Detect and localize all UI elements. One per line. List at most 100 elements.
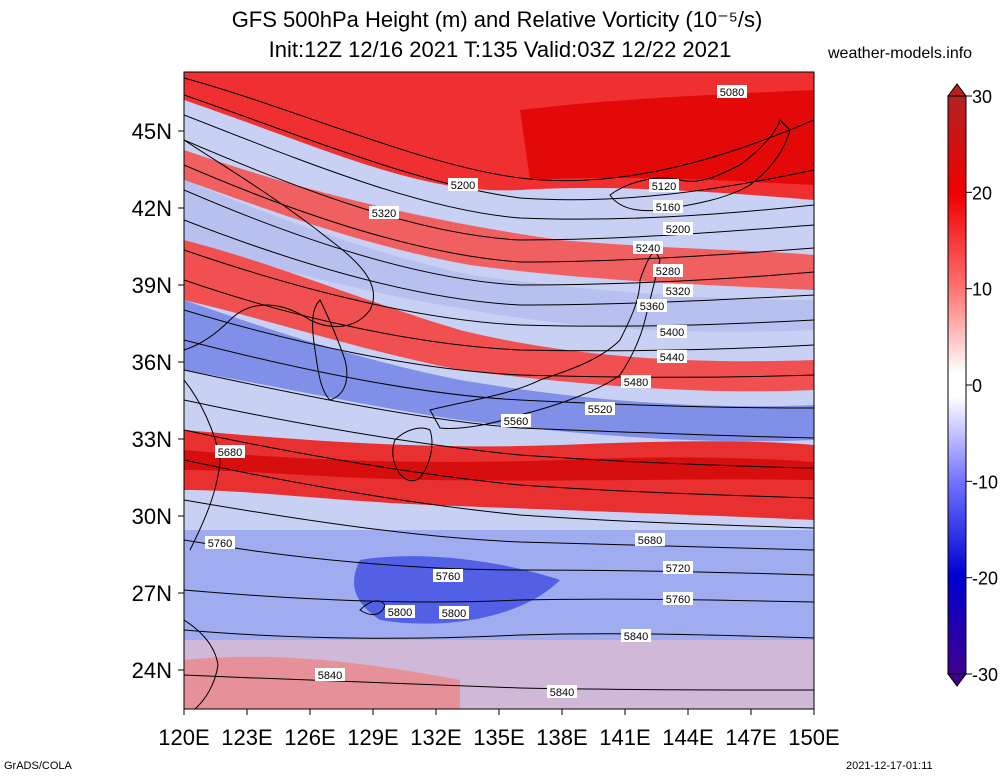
contour-label: 5760: [663, 592, 693, 606]
contour-label: 5280: [653, 264, 683, 278]
contour-label-text: 5840: [624, 631, 648, 643]
y-tick-label: 45N: [132, 119, 172, 144]
site-credit: weather-models.info: [828, 45, 973, 62]
contour-label: 5080: [717, 85, 747, 99]
contour-label-bg: [433, 569, 463, 582]
x-tick-label: 120E: [158, 725, 209, 750]
contour-label-text: 5160: [656, 202, 680, 214]
contour-label-text: 5320: [372, 208, 396, 220]
colorbar-gradient: [947, 95, 967, 675]
contour-label-text: 5080: [720, 87, 744, 99]
chart-subtitle: Init:12Z 12/16 2021 T:135 Valid:03Z 12/2…: [268, 37, 732, 62]
y-tick-label: 42N: [132, 196, 172, 221]
x-tick-label: 150E: [788, 725, 839, 750]
colorbar-tick-label: 30: [972, 87, 992, 107]
contour-label-bg: [585, 402, 615, 415]
x-tick-label: 132E: [410, 725, 461, 750]
contour-label: 5800: [439, 606, 469, 620]
contour-label-bg: [501, 414, 531, 427]
contour-label-text: 5240: [636, 243, 660, 255]
contour-label-bg: [657, 350, 687, 363]
contour-label: 5480: [621, 375, 651, 389]
contour-label-text: 5560: [504, 416, 528, 428]
contour-label-text: 5120: [652, 181, 676, 193]
contour-label: 5320: [663, 284, 693, 298]
contour-label: 5200: [663, 222, 693, 236]
contour-label-bg: [663, 284, 693, 297]
x-tick-label: 126E: [284, 725, 335, 750]
contour-label: 5520: [585, 402, 615, 416]
contour-label-text: 5760: [666, 594, 690, 606]
colorbar-tick-label: -10: [972, 472, 998, 492]
contour-label-text: 5200: [666, 224, 690, 236]
colorbar-bottom-arrow: [947, 673, 967, 687]
x-axis-ticks: 120E 123E 126E 129E 132E 135E 138E 141E 144E 147E…: [158, 709, 840, 750]
contour-label-bg: [385, 605, 415, 618]
contour-label-text: 5760: [436, 571, 460, 583]
contour-label-bg: [621, 629, 651, 642]
colorbar-top-arrow: [947, 83, 967, 97]
contour-label-text: 5440: [660, 352, 684, 364]
colorbar: 30 20 10 0 -10 -20 -30: [947, 83, 998, 687]
y-tick-label: 30N: [132, 504, 172, 529]
contour-label-bg: [657, 325, 687, 338]
contour-label-bg: [215, 445, 245, 458]
contour-label: 5760: [205, 536, 235, 550]
x-tick-label: 129E: [347, 725, 398, 750]
contour-label: 5160: [653, 200, 683, 214]
contour-label-bg: [649, 179, 679, 192]
x-tick-label: 147E: [725, 725, 776, 750]
contour-labels: 5080512051605200524052805320536054005440…: [205, 85, 747, 699]
y-axis-ticks: 24N 27N 30N 33N 36N 39N 42N 45N: [132, 119, 184, 683]
contour-label-text: 5200: [451, 180, 475, 192]
y-tick-label: 27N: [132, 581, 172, 606]
contour-label-text: 5760: [208, 538, 232, 550]
contour-label: 5400: [657, 325, 687, 339]
colorbar-tick-label: 20: [972, 183, 992, 203]
colorbar-tick-label: -30: [972, 665, 998, 685]
contour-label-bg: [653, 200, 683, 213]
contour-label-text: 5360: [640, 301, 664, 313]
contour-label-bg: [663, 222, 693, 235]
contour-label-bg: [637, 299, 667, 312]
colorbar-tick-label: 10: [972, 280, 992, 300]
contour-label-text: 5840: [318, 670, 342, 682]
contour-label: 5760: [433, 569, 463, 583]
footer-left: GrADS/COLA: [4, 760, 72, 772]
contour-label-bg: [621, 375, 651, 388]
height-contours: [184, 77, 814, 691]
contour-label-bg: [315, 668, 345, 681]
contour-label-bg: [717, 85, 747, 98]
colorbar-tick-label: -20: [972, 569, 998, 589]
contour-label: 5680: [635, 533, 665, 547]
contour-label-text: 5800: [442, 608, 466, 620]
contour-label-text: 5320: [666, 286, 690, 298]
x-tick-label: 123E: [221, 725, 272, 750]
contour-label: 5800: [385, 605, 415, 619]
contour-label: 5560: [501, 414, 531, 428]
contour-label-text: 5840: [550, 687, 574, 699]
contour-label-text: 5280: [656, 266, 680, 278]
contour-label-bg: [205, 536, 235, 549]
contour-label: 5240: [633, 241, 663, 255]
x-tick-label: 141E: [599, 725, 650, 750]
contour-label-text: 5800: [388, 607, 412, 619]
contour-label: 5440: [657, 350, 687, 364]
contour-label: 5840: [315, 668, 345, 682]
contour-label-bg: [635, 533, 665, 546]
contour-label: 5360: [637, 299, 667, 313]
footer-right: 2021-12-17-01:11: [846, 760, 933, 772]
contour-label: 5840: [621, 629, 651, 643]
colorbar-tick-label: 0: [972, 376, 982, 396]
chart-title: GFS 500hPa Height (m) and Relative Vorti…: [231, 7, 763, 32]
contour-label-text: 5520: [588, 404, 612, 416]
contour-label-bg: [663, 561, 693, 574]
y-tick-label: 33N: [132, 427, 172, 452]
y-tick-label: 36N: [132, 350, 172, 375]
contour-label-text: 5400: [660, 327, 684, 339]
contour-label: 5840: [547, 685, 577, 699]
contour-label-bg: [448, 178, 478, 191]
contour-label-text: 5720: [666, 563, 690, 575]
x-tick-label: 144E: [662, 725, 713, 750]
contour-label-bg: [439, 606, 469, 619]
